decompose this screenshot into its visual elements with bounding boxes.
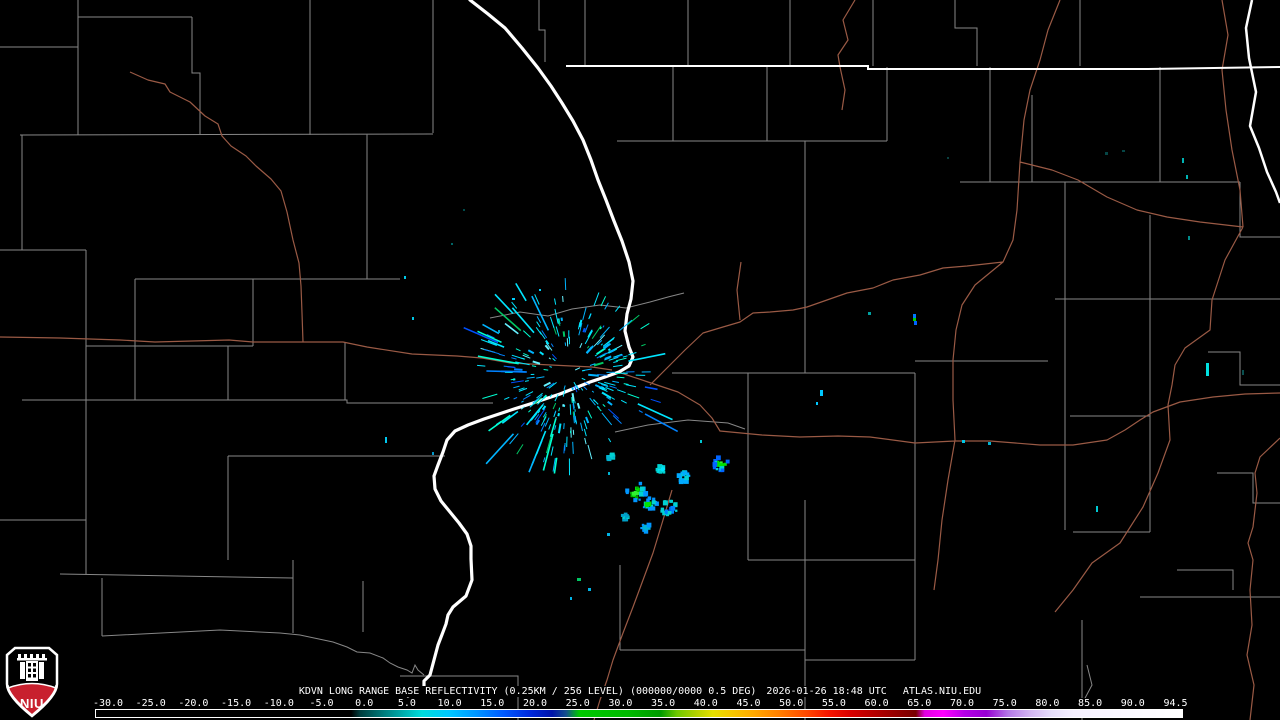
colorbar-scale-labels: -30.0 -25.0 -20.0 -15.0 -10.0 -5.0 0.0 5.0 10.0 1… [0,698,1280,709]
colorbar-tick-label: 30.0 [608,698,633,709]
colorbar-tick-label: 40.0 [693,698,718,709]
radar-site-center [564,368,574,378]
colorbar-tick-label: -15.0 [221,698,252,709]
attribution-label: ATLAS.NIU.EDU [901,686,983,697]
colorbar-tick-label: 35.0 [651,698,676,709]
colorbar-tick-label: 85.0 [1078,698,1103,709]
title-space2 [887,686,902,697]
colorbar-tick-label: 50.0 [779,698,804,709]
title-space [757,686,766,697]
colorbar-tick-label: 10.0 [437,698,462,709]
footer-title: KDVN LONG RANGE BASE REFLECTIVITY (0.25K… [0,686,1280,697]
colorbar-tick-label: 65.0 [907,698,932,709]
colorbar-tick-label: 15.0 [480,698,505,709]
reflectivity-colorbar [95,709,1183,718]
colorbar-tick-label: 45.0 [736,698,761,709]
colorbar-tick-label: 5.0 [397,698,416,709]
lake-michigan-shoreline [1244,0,1280,204]
colorbar-tick-label: 94.5 [1163,698,1188,709]
storm-cell-echoes [606,452,730,534]
colorbar-tick-label: 0.0 [355,698,374,709]
colorbar-tick-label: 25.0 [565,698,590,709]
state-border-lines [566,65,1280,70]
niu-logo-text: NIU [20,696,44,711]
colorbar-tick-label: 80.0 [1035,698,1060,709]
scattered-echo-specks [385,150,1244,600]
colorbar-tick-label: 60.0 [864,698,889,709]
colorbar-tick-label: 55.0 [821,698,846,709]
niu-logo: NIU [5,646,59,718]
colorbar-tick-label: 20.0 [522,698,548,709]
colorbar-tick-label: 90.0 [1120,698,1145,709]
timestamp-label: 2026-01-26 18:48 UTC [765,686,888,697]
colorbar-tick-label: -5.0 [309,698,334,709]
ground-clutter-echoes [463,278,679,476]
colorbar-tick-label: 70.0 [949,698,975,709]
castle-icon [17,654,47,681]
mississippi-river [406,0,635,698]
colorbar-tick-label: -10.0 [263,698,294,709]
colorbar-tick-label: 75.0 [992,698,1017,709]
colorbar-tick-label: -20.0 [178,698,209,709]
colorbar-tick-label: -30.0 [92,698,124,709]
colorbar-tick-label: -25.0 [135,698,166,709]
radar-echo-layer [385,150,1244,600]
product-label: KDVN LONG RANGE BASE REFLECTIVITY (0.25K… [297,686,758,697]
niu-red-band [7,682,57,716]
